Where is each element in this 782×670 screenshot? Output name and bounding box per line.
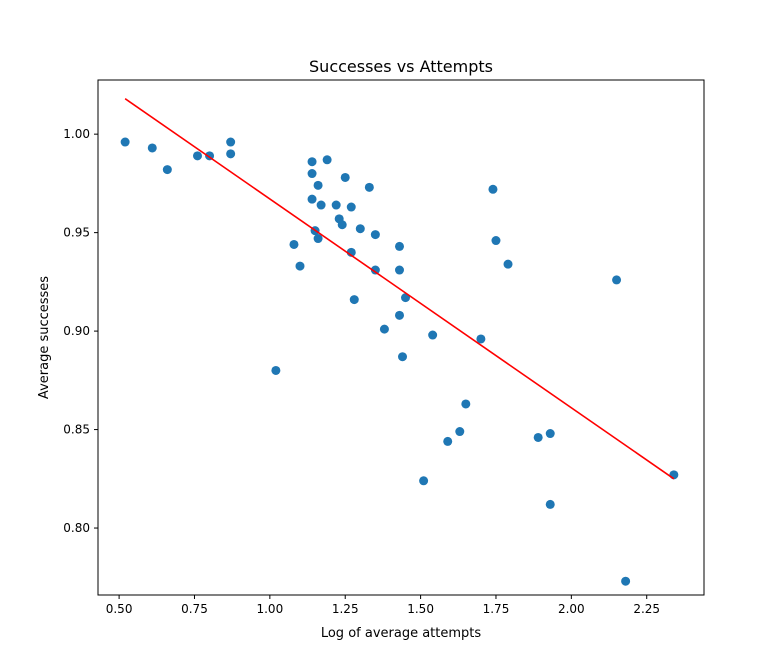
data-point: [455, 427, 465, 437]
data-point: [394, 265, 404, 275]
data-point: [533, 432, 543, 442]
x-tick-label: 1.25: [332, 602, 359, 616]
data-point: [428, 330, 438, 340]
data-point: [349, 295, 359, 305]
data-point: [370, 230, 380, 240]
data-point: [364, 182, 374, 192]
data-point: [226, 137, 236, 147]
data-point: [331, 200, 341, 210]
chart-title: Successes vs Attempts: [309, 57, 493, 76]
data-point: [162, 165, 172, 175]
data-point: [313, 234, 323, 244]
x-axis-label: Log of average attempts: [321, 626, 482, 641]
x-tick-label: 1.00: [256, 602, 283, 616]
data-point: [313, 180, 323, 190]
data-point: [443, 436, 453, 446]
x-tick-label: 1.75: [483, 602, 510, 616]
data-point: [271, 365, 281, 375]
plot-frame: [97, 79, 705, 596]
data-point: [545, 429, 555, 439]
data-point: [612, 275, 622, 285]
data-point: [147, 143, 157, 153]
data-point: [461, 399, 471, 409]
data-point: [355, 224, 365, 234]
data-point: [337, 220, 347, 230]
data-point: [295, 261, 305, 271]
data-point: [488, 184, 498, 194]
data-point: [192, 151, 202, 161]
data-point: [370, 265, 380, 275]
x-tick-label: 0.75: [181, 602, 208, 616]
data-point: [379, 324, 389, 334]
data-point: [621, 576, 631, 586]
data-point: [419, 476, 429, 486]
y-tick-label: 0.80: [63, 521, 90, 535]
data-point: [545, 499, 555, 509]
data-point: [120, 137, 130, 147]
data-point: [398, 352, 408, 362]
data-point: [307, 157, 317, 167]
x-tick-label: 2.00: [558, 602, 585, 616]
data-point: [226, 149, 236, 159]
x-tick-label: 2.25: [633, 602, 660, 616]
data-point: [394, 241, 404, 251]
data-point: [476, 334, 486, 344]
y-tick-label: 0.95: [63, 226, 90, 240]
data-points: [120, 137, 679, 586]
y-axis-label: Average successes: [37, 276, 52, 399]
trend-lines: [124, 98, 675, 480]
x-tick-label: 0.50: [106, 602, 133, 616]
data-point: [316, 200, 326, 210]
x-tick-label: 1.50: [407, 602, 434, 616]
x-axis: 0.50 0.75 1.00 1.25 1.50 1.75 2.00 2.25: [106, 595, 660, 616]
data-point: [503, 259, 513, 269]
trend-line: [124, 98, 675, 480]
data-point: [307, 194, 317, 204]
data-point: [394, 310, 404, 320]
data-point: [322, 155, 332, 165]
data-point: [289, 239, 299, 249]
y-tick-label: 1.00: [63, 127, 90, 141]
y-axis: 0.80 0.85 0.90 0.95 1.00: [63, 127, 98, 535]
data-point: [346, 202, 356, 212]
y-tick-label: 0.85: [63, 423, 90, 437]
data-point: [307, 169, 317, 179]
data-point: [491, 236, 501, 246]
y-tick-label: 0.90: [63, 324, 90, 338]
data-point: [340, 172, 350, 182]
